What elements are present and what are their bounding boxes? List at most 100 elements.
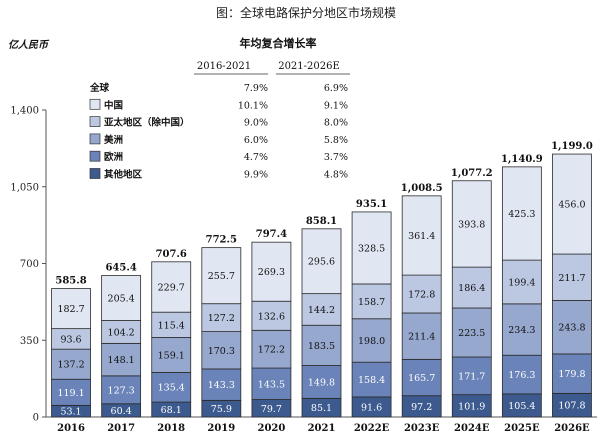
cagr-table: 年均复合增长率 2016-2021 2021-2026E 全球 7.9% 6.9% 中…	[89, 36, 350, 181]
bar-segment	[301, 324, 342, 366]
segment-value-label: 393.8	[458, 219, 485, 230]
cagr-value: 7.9%	[244, 83, 268, 94]
bar-segment	[552, 253, 592, 301]
y-tick-label: 1,400	[10, 106, 39, 117]
bar-stack: 97.2 165.7 211.4 172.8 361.4 1,008.5 2023E	[401, 183, 443, 434]
bar-stack: 107.8 179.8 243.8 211.7 456.0 1,199.0 2026E	[551, 141, 593, 434]
bar-segment	[251, 367, 292, 400]
bar-segment	[51, 288, 91, 330]
cagr-row: 其他地区 9.9% 4.8%	[89, 168, 348, 181]
segment-value-label: 269.3	[258, 267, 285, 278]
segment-value-label: 127.2	[208, 313, 235, 324]
cagr-value: 4.7%	[244, 152, 268, 163]
bar-segment	[51, 378, 91, 406]
segment-value-label: 255.7	[208, 271, 235, 282]
x-tick-label: 2021	[308, 423, 336, 434]
y-tick-label: 1,050	[10, 182, 39, 193]
bar-total-label: 707.6	[156, 249, 187, 260]
cagr-row: 美洲 6.0% 5.8%	[89, 133, 348, 146]
segment-value-label: 119.1	[57, 388, 84, 399]
segment-value-label: 211.7	[558, 273, 585, 284]
segment-value-label: 149.8	[308, 377, 335, 388]
cagr-row: 亚太地区（除中国） 9.0% 8.0%	[89, 116, 348, 129]
segment-value-label: 53.1	[60, 407, 81, 418]
legend-swatch	[89, 168, 101, 179]
segment-value-label: 97.2	[411, 402, 432, 413]
bar-segment	[501, 354, 542, 395]
bar-stack: 60.4 127.3 148.1 104.2 205.4 645.4 2017	[101, 262, 142, 434]
cagr-row-label: 亚太地区（除中国）	[104, 117, 190, 129]
legend-swatch	[89, 133, 101, 145]
bar-segment	[251, 329, 292, 369]
cagr-row-label: 欧洲	[104, 151, 123, 163]
segment-value-label: 182.7	[57, 304, 84, 315]
segment-value-label: 135.4	[158, 383, 185, 394]
segment-value-label: 295.6	[308, 257, 335, 268]
segment-value-label: 456.0	[558, 200, 585, 211]
unit-label: 亿人民币	[8, 39, 50, 51]
segment-value-label: 425.3	[508, 209, 535, 220]
segment-value-label: 79.7	[261, 404, 282, 415]
bar-segment	[251, 300, 292, 331]
cagr-value: 6.9%	[324, 83, 348, 94]
segment-value-label: 85.1	[311, 403, 332, 414]
bar-segment	[451, 356, 492, 396]
cagr-value: 4.8%	[324, 170, 348, 181]
x-tick-label: 2023E	[404, 423, 440, 434]
bar-total-label: 645.4	[105, 262, 136, 273]
cagr-value: 9.9%	[244, 170, 268, 181]
segment-value-label: 229.7	[158, 282, 185, 293]
cagr-row: 欧洲 4.7% 3.7%	[89, 150, 348, 163]
segment-value-label: 172.8	[408, 290, 435, 301]
segment-value-label: 107.8	[558, 401, 585, 412]
segment-value-label: 144.2	[308, 305, 335, 316]
bar-total-label: 1,077.2	[451, 168, 493, 179]
cagr-row-label: 中国	[104, 99, 123, 111]
segment-value-label: 183.5	[308, 341, 335, 352]
x-tick-label: 2026E	[554, 423, 590, 434]
segment-value-label: 199.4	[508, 277, 535, 288]
segment-value-label: 75.9	[211, 404, 232, 415]
bar-segment	[151, 337, 192, 373]
cagr-value: 8.0%	[324, 118, 348, 129]
cagr-table-title: 年均复合增长率	[240, 36, 317, 50]
bar-segment	[351, 211, 392, 285]
bar-segment	[451, 307, 492, 358]
segment-value-label: 68.1	[161, 405, 182, 416]
segment-value-label: 104.2	[108, 327, 135, 338]
bar-stack: 91.6 158.4 198.0 158.7 328.5 935.1 2022E	[351, 199, 392, 434]
cagr-header-2: 2021-2026E	[278, 61, 340, 72]
segment-value-label: 205.4	[108, 293, 135, 304]
legend-swatch	[89, 150, 101, 162]
bar-stack: 79.7 143.5 172.2 132.6 269.3 797.4 2020	[251, 229, 292, 434]
segment-value-label: 170.3	[208, 346, 235, 357]
bar-segment	[552, 300, 592, 355]
segment-value-label: 60.4	[111, 406, 132, 417]
bar-segment	[401, 274, 442, 314]
x-tick-label: 2024E	[454, 423, 490, 434]
bar-segment	[552, 353, 592, 394]
bar-stack: 85.1 149.8 183.5 144.2 295.6 858.1 2021	[301, 216, 342, 434]
legend-swatch	[89, 116, 101, 127]
bar-stack: 53.1 119.1 137.2 93.6 182.7 585.8 2016	[51, 276, 91, 434]
cagr-value: 9.1%	[324, 100, 348, 111]
y-tick-label: 350	[20, 336, 39, 347]
bar-segment	[201, 368, 242, 401]
y-tick-label: 700	[20, 259, 39, 270]
bar-segment	[251, 241, 292, 302]
cagr-row: 中国 10.1% 9.1%	[89, 98, 348, 111]
bar-segment	[501, 303, 542, 356]
bar-total-label: 772.5	[206, 235, 237, 246]
x-tick-label: 2020	[257, 423, 285, 434]
bar-segment	[501, 166, 542, 261]
segment-value-label: 198.0	[358, 336, 385, 347]
bar-segment	[451, 266, 492, 309]
y-tick-label: 0	[33, 413, 39, 424]
segment-value-label: 143.5	[258, 379, 285, 390]
segment-value-label: 127.3	[108, 385, 135, 396]
cagr-row-label: 其他地区	[104, 169, 143, 181]
bar-segment	[51, 348, 91, 380]
segment-value-label: 211.4	[408, 332, 435, 343]
cagr-value: 3.7%	[324, 152, 348, 163]
